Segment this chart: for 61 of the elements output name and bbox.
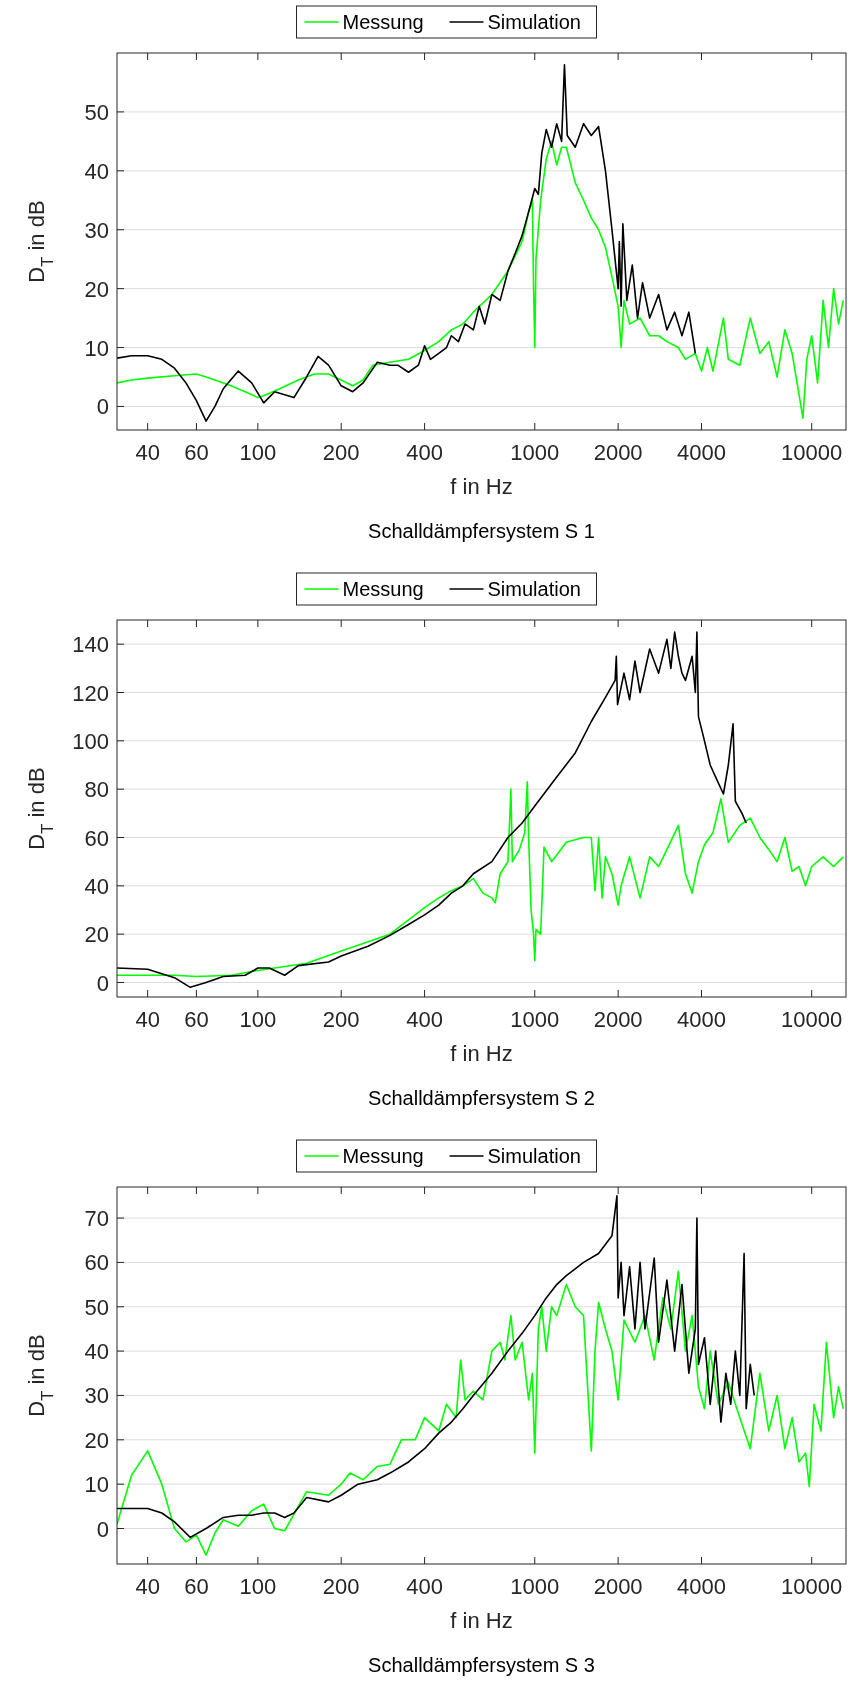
x-tick-label: 60 xyxy=(184,1574,209,1599)
x-tick-label: 10000 xyxy=(781,1574,843,1599)
y-tick-label: 20 xyxy=(84,276,109,302)
x-tick-label: 200 xyxy=(322,440,360,465)
x-tick-label: 4000 xyxy=(677,440,726,465)
x-tick-label: 100 xyxy=(239,1007,277,1032)
y-tick-label: 10 xyxy=(84,1472,109,1498)
x-tick-label: 200 xyxy=(322,1007,360,1032)
y-tick-label: 40 xyxy=(84,158,109,184)
text: Schalldämpfersystem S 3 xyxy=(368,1654,595,1676)
y-tick-label: 20 xyxy=(84,922,109,948)
x-tick-label: 60 xyxy=(184,1007,209,1032)
y-tick-label: 60 xyxy=(84,825,109,851)
y-tick-label: 120 xyxy=(72,680,109,706)
y-tick-label: 0 xyxy=(96,970,109,996)
x-tick-label: 2000 xyxy=(593,1007,643,1032)
x-tick-label: 40 xyxy=(135,1007,160,1032)
x-tick-label: 10000 xyxy=(781,440,843,465)
x-tick-label: 10000 xyxy=(781,1007,843,1032)
y-tick-label: 60 xyxy=(84,1250,109,1276)
y-tick-label: 40 xyxy=(84,1339,109,1365)
text: Schalldämpfersystem S 2 xyxy=(368,1087,595,1109)
y-tick-label: 10 xyxy=(84,335,109,361)
x-tick-label: 1000 xyxy=(510,1007,560,1032)
text: Schalldämpfersystem S 1 xyxy=(368,520,595,542)
x-tick-label: 400 xyxy=(406,1574,443,1599)
legend-label: Messung xyxy=(342,1145,424,1167)
x-tick-label: 4000 xyxy=(677,1574,726,1599)
y-tick-label: 30 xyxy=(84,1383,109,1409)
x-tick-label: 40 xyxy=(135,440,160,465)
x-tick-label: 40 xyxy=(135,1574,160,1599)
y-tick-label: 0 xyxy=(96,394,109,420)
x-axis-title: f in Hz xyxy=(450,1608,513,1633)
x-tick-label: 100 xyxy=(239,1574,277,1599)
y-tick-label: 140 xyxy=(72,632,109,658)
x-tick-label: 2000 xyxy=(593,440,643,465)
y-tick-label: 30 xyxy=(84,217,109,243)
x-tick-label: 400 xyxy=(406,440,443,465)
y-tick-label: 80 xyxy=(84,777,109,803)
legend-label: Messung xyxy=(342,11,424,33)
y-tick-label: 50 xyxy=(84,99,109,125)
legend-label: Simulation xyxy=(487,1145,581,1167)
x-tick-label: 1000 xyxy=(510,440,560,465)
x-tick-label: 200 xyxy=(322,1574,360,1599)
y-tick-label: 50 xyxy=(84,1294,109,1320)
x-tick-label: 4000 xyxy=(677,1007,726,1032)
x-tick-label: 1000 xyxy=(510,1574,560,1599)
y-tick-label: 70 xyxy=(84,1206,109,1232)
x-tick-label: 400 xyxy=(406,1007,443,1032)
legend-label: Messung xyxy=(342,578,424,600)
y-tick-label: 0 xyxy=(96,1516,109,1542)
x-tick-label: 2000 xyxy=(593,1574,643,1599)
legend-label: Simulation xyxy=(487,578,581,600)
x-tick-label: 100 xyxy=(239,440,277,465)
x-axis-title: f in Hz xyxy=(450,474,513,499)
x-tick-label: 60 xyxy=(184,440,209,465)
x-axis-title: f in Hz xyxy=(450,1041,513,1066)
legend-label: Simulation xyxy=(487,11,581,33)
y-tick-label: 40 xyxy=(84,873,109,899)
y-tick-label: 20 xyxy=(84,1427,109,1453)
y-tick-label: 100 xyxy=(72,728,109,754)
